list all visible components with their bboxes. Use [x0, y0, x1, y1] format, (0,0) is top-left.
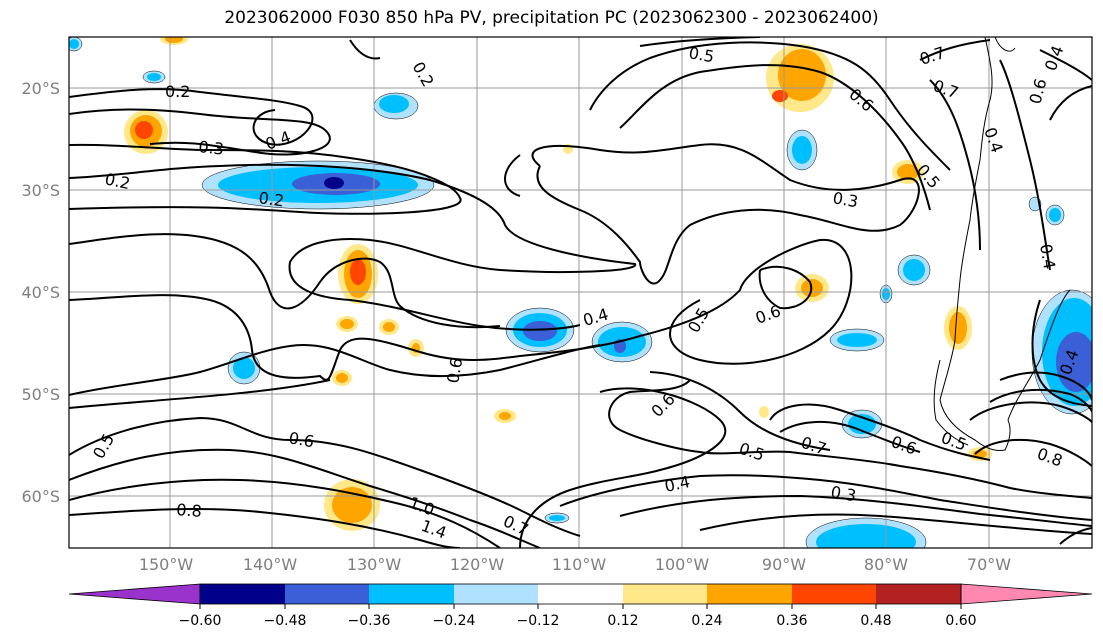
- pv-contours: [69, 37, 1092, 548]
- colorbar-label: 0.48: [860, 613, 891, 629]
- lon-label: 70°W: [967, 555, 1011, 574]
- longitude-labels: 150°W 140°W 130°W 120°W 110°W 100°W 90°W…: [139, 555, 1011, 574]
- lon-label: 80°W: [864, 555, 908, 574]
- colorbar-label: 0.12: [607, 613, 638, 629]
- precip-negative-patch: [69, 39, 79, 49]
- lat-label: 30°S: [21, 181, 60, 200]
- colorbar-ticks: [199, 604, 962, 609]
- lon-label: 110°W: [552, 555, 607, 574]
- precip-positive-patch: [772, 90, 788, 102]
- lon-label: 100°W: [655, 555, 710, 574]
- precip-negative-patch: [903, 259, 925, 281]
- colorbar-label: 0.60: [945, 613, 976, 629]
- lat-label: 20°S: [21, 79, 60, 98]
- contour-label: 0.6: [287, 428, 315, 451]
- chart-title: 2023062000 F030 850 hPa PV, precipitatio…: [224, 8, 879, 28]
- colorbar-segment: [707, 584, 792, 604]
- map-frame: [68, 36, 1093, 549]
- lon-label: 90°W: [762, 555, 806, 574]
- precip-positive-patch: [340, 319, 354, 329]
- precip-negative-patch: [523, 321, 557, 341]
- lon-label: 120°W: [450, 555, 505, 574]
- contour-label: 0.3: [829, 482, 857, 505]
- colorbar-label: −0.12: [517, 613, 560, 629]
- colorbar-segment: [876, 584, 961, 604]
- precip-positive-patch: [897, 164, 919, 180]
- contour-label: 0.5: [687, 43, 715, 66]
- contour-label: 0.3: [831, 188, 859, 211]
- contour-label: 0.2: [165, 82, 190, 101]
- precip-negative-patch: [792, 136, 812, 164]
- colorbar-segment: [454, 584, 538, 604]
- precip-negative-patch: [379, 95, 409, 113]
- colorbar-outline: [199, 583, 962, 605]
- colorbar-label: −0.24: [433, 613, 476, 629]
- contour-label: 0.4: [1036, 242, 1059, 270]
- precip-positive-patch: [759, 406, 769, 418]
- contour-label: 0.4: [663, 472, 692, 496]
- colorbar-extend-low: [68, 583, 201, 605]
- colorbar-segment: [538, 584, 623, 604]
- colorbar-label: 0.24: [691, 613, 722, 629]
- precip-positive-patch: [336, 373, 348, 383]
- latitude-labels: 20°S 30°S 40°S 50°S 60°S: [21, 79, 60, 506]
- colorbar-label: −0.60: [179, 613, 222, 629]
- lat-label: 60°S: [21, 487, 60, 506]
- precip-positive-patch: [165, 37, 183, 43]
- precip-positive-patch: [499, 412, 511, 420]
- precip-negative-patch: [837, 333, 877, 347]
- precip-negative-patch: [816, 524, 916, 548]
- colorbar-segment: [623, 584, 707, 604]
- lon-label: 130°W: [347, 555, 402, 574]
- colorbar-label: −0.36: [348, 613, 391, 629]
- precip-positive-patch: [350, 259, 366, 285]
- precip-negative-patch: [233, 357, 255, 379]
- contour-label: 0.2: [257, 188, 285, 210]
- colorbar-segment: [200, 584, 285, 604]
- precip-positive-patch: [383, 322, 395, 332]
- colorbar-segment: [792, 584, 876, 604]
- colorbar-segment: [369, 584, 454, 604]
- lat-label: 40°S: [21, 283, 60, 302]
- precip-negative-patch: [1049, 208, 1061, 222]
- precip-negative-patch: [324, 177, 344, 189]
- precip-negative-patch: [549, 515, 565, 521]
- lon-label: 140°W: [243, 555, 298, 574]
- colorbar: −0.60 −0.48 −0.36 −0.24 −0.12 0.12 0.24 …: [68, 583, 1093, 629]
- contour-label: 0.3: [198, 137, 225, 159]
- contour-label: 0.6: [443, 356, 466, 384]
- contour-label: 0.8: [176, 500, 203, 521]
- precip-positive-patch: [949, 312, 967, 344]
- colorbar-label: −0.48: [264, 613, 307, 629]
- lon-label: 150°W: [139, 555, 194, 574]
- colorbar-segment: [285, 584, 369, 604]
- coastline-south-america: [933, 37, 1071, 451]
- colorbar-extend-high: [960, 583, 1093, 605]
- precip-negative-patch: [147, 73, 161, 81]
- contour-label: 0.2: [103, 169, 132, 193]
- colorbar-label: 0.36: [776, 613, 807, 629]
- precip-positive-patch: [135, 121, 153, 139]
- lat-label: 50°S: [21, 385, 60, 404]
